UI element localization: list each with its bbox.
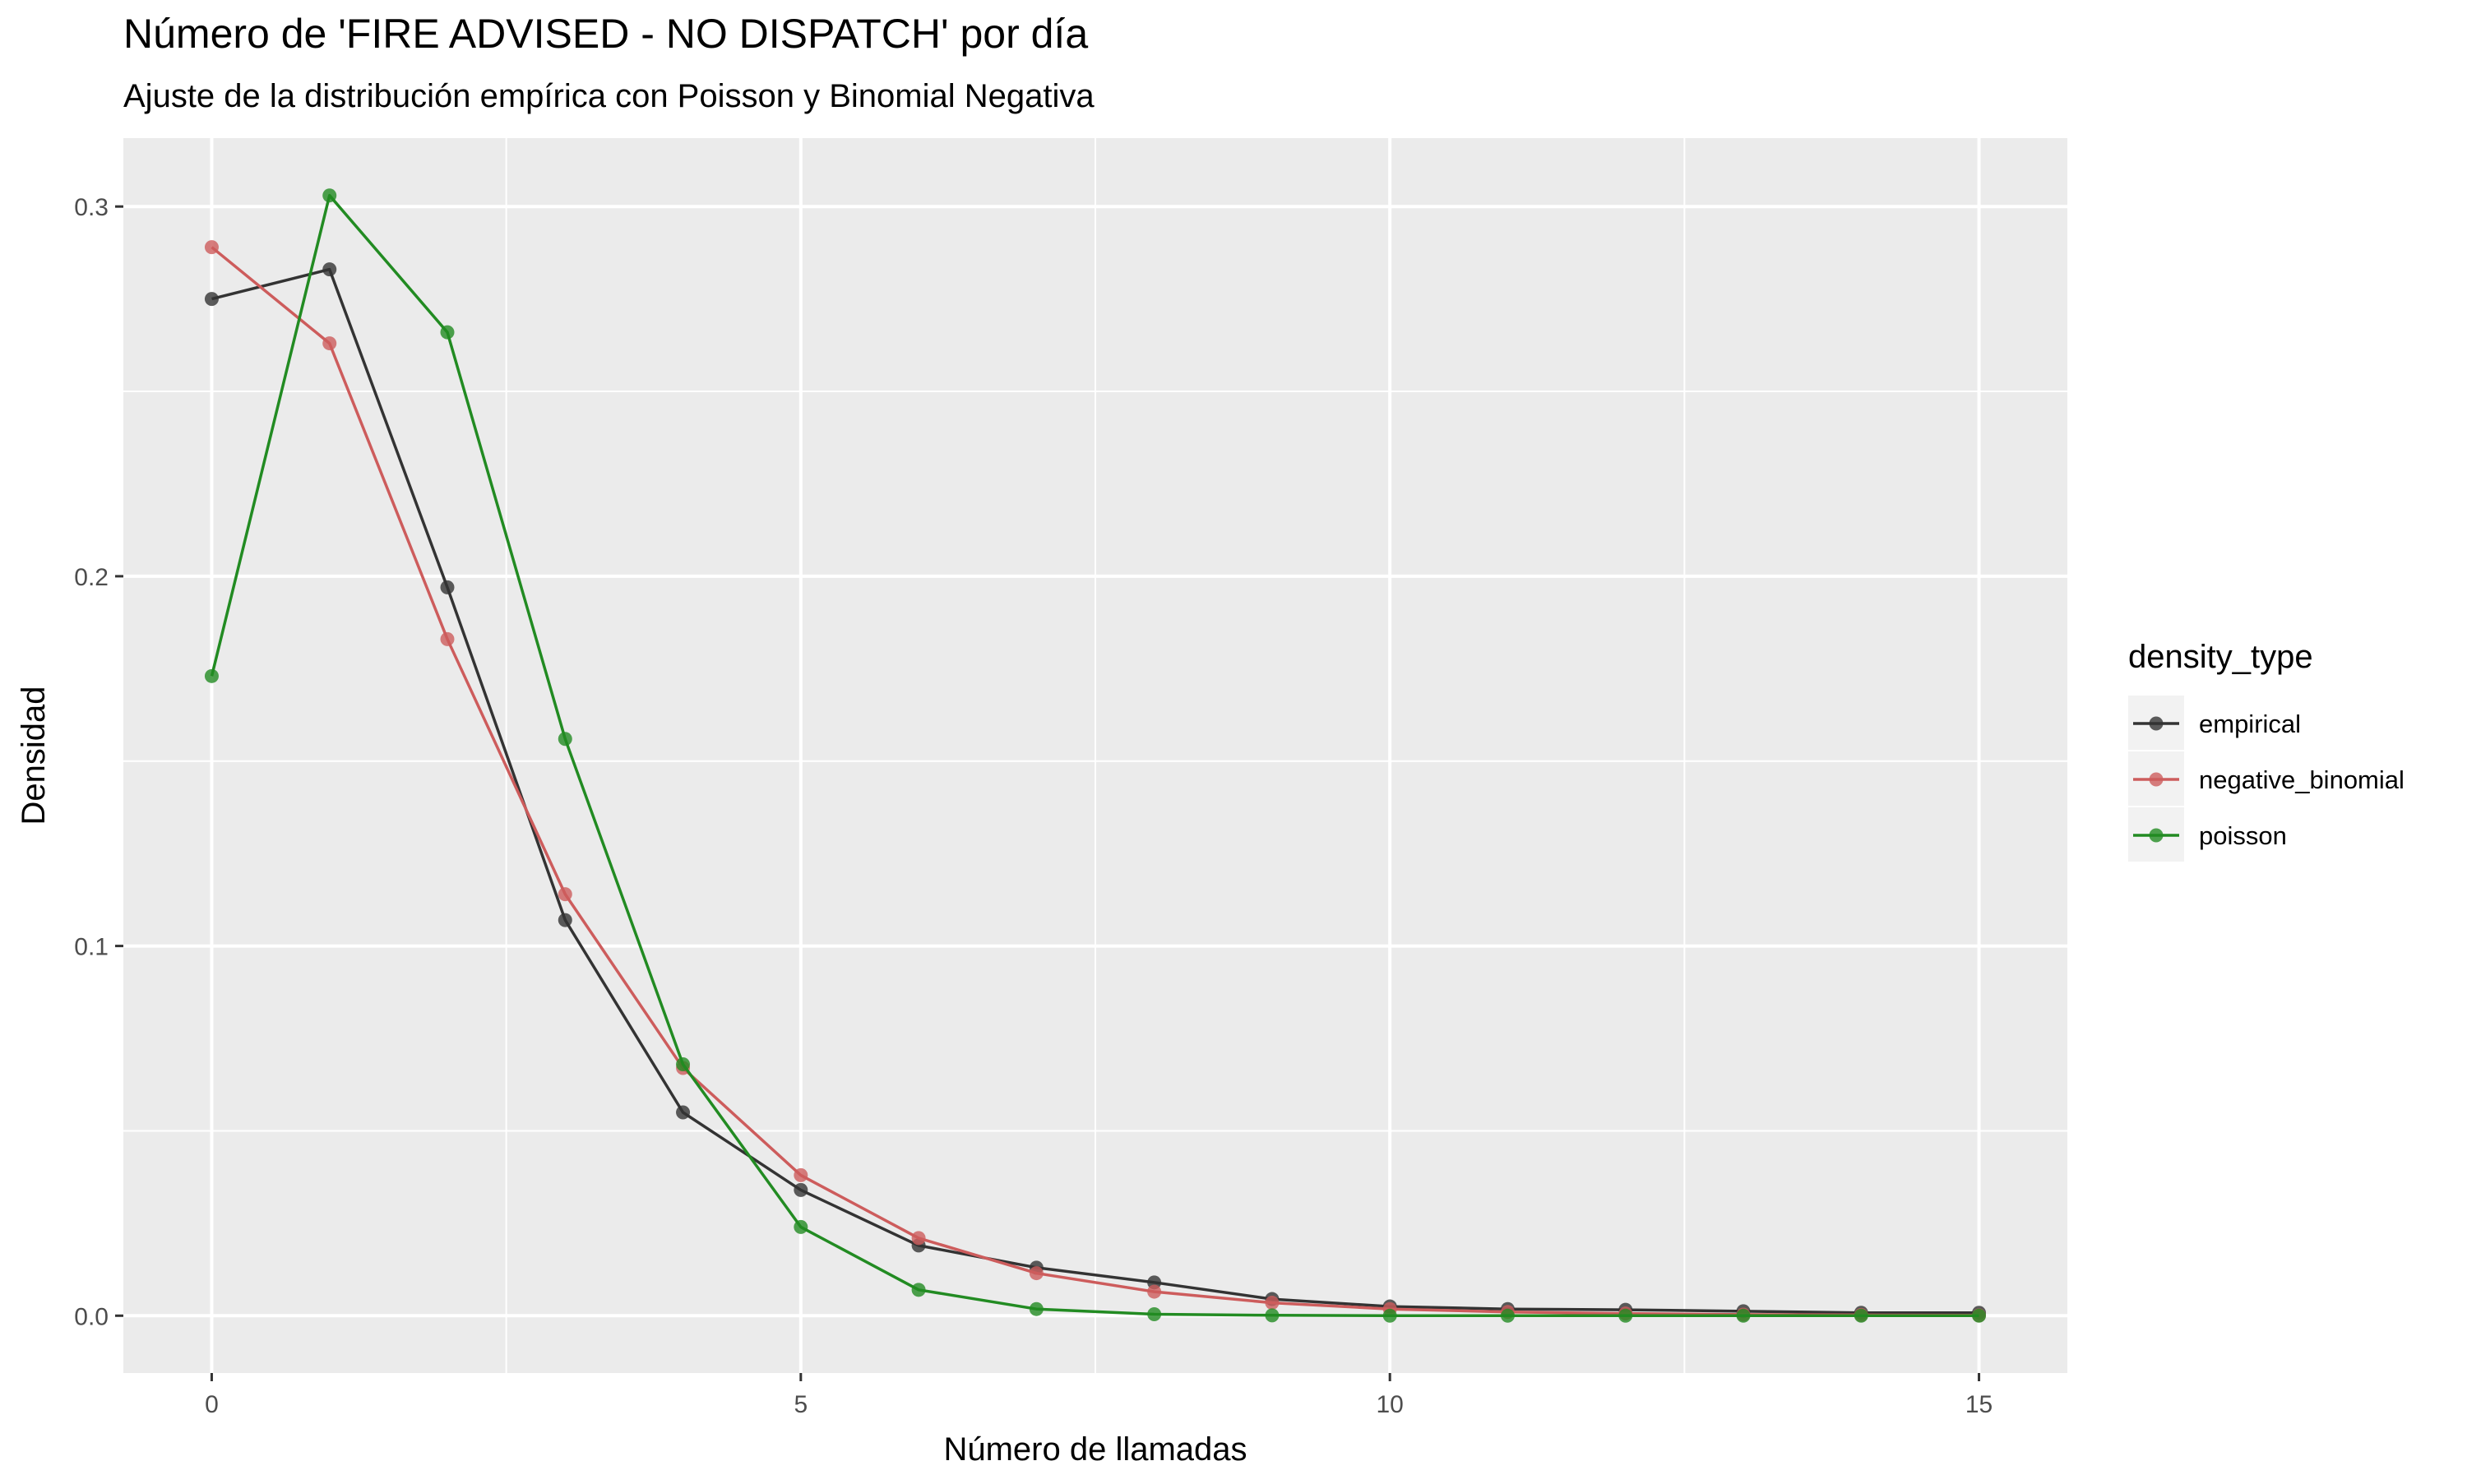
y-tick-label: 0.1	[74, 934, 109, 961]
x-tick-label: 10	[1376, 1391, 1403, 1418]
series-line	[210, 193, 1979, 1318]
legend-title: density_type	[2128, 639, 2313, 675]
data-point	[676, 1105, 691, 1120]
data-point	[1382, 1308, 1397, 1323]
legend-key-point	[2149, 828, 2164, 843]
y-axis-title: Densidad	[16, 686, 52, 825]
data-point	[322, 188, 337, 203]
data-point	[558, 732, 572, 747]
chart-title: Número de 'FIRE ADVISED - NO DISPATCH' p…	[123, 11, 1088, 57]
x-tick-label: 0	[205, 1391, 219, 1418]
legend-key-point	[2149, 716, 2164, 731]
data-point	[1029, 1266, 1044, 1281]
data-point	[1147, 1284, 1162, 1299]
data-point	[204, 292, 219, 307]
data-point	[1618, 1308, 1633, 1323]
data-point	[1736, 1308, 1751, 1323]
legend-label: empirical	[2199, 710, 2301, 738]
data-point	[1265, 1296, 1280, 1311]
y-tick-label: 0.0	[74, 1303, 109, 1330]
data-point	[794, 1182, 808, 1197]
x-tick-label: 5	[794, 1391, 808, 1418]
data-point	[911, 1231, 926, 1246]
data-point	[1500, 1308, 1515, 1323]
data-point	[1265, 1308, 1280, 1323]
data-point	[204, 668, 219, 683]
data-point	[1972, 1308, 1987, 1323]
data-point	[676, 1057, 691, 1071]
data-point	[911, 1283, 926, 1297]
legend-label: poisson	[2199, 821, 2287, 850]
series-line	[211, 246, 1979, 1317]
data-point	[440, 580, 455, 594]
data-point	[558, 887, 572, 902]
legend-item-empirical: empirical	[2128, 696, 2301, 750]
series-line	[211, 267, 1979, 1315]
legend-item-poisson: poisson	[2128, 807, 2287, 862]
series-layer	[204, 188, 1987, 1323]
legend: density_type empirical negative_binomialp…	[2128, 639, 2405, 862]
data-point	[204, 240, 219, 255]
data-point	[322, 262, 337, 277]
data-point	[440, 631, 455, 646]
data-point	[558, 913, 572, 927]
tick-layer: 0 5 10 15 0.0 0.1 0.2 0.3	[74, 194, 1993, 1418]
y-tick-label: 0.3	[74, 194, 109, 221]
data-point	[1854, 1308, 1868, 1323]
x-tick-label: 15	[1965, 1391, 1993, 1418]
data-point	[794, 1167, 808, 1182]
legend-label: negative_binomial	[2199, 765, 2405, 794]
y-tick-label: 0.2	[74, 564, 109, 591]
x-axis-title: Número de llamadas	[943, 1431, 1247, 1468]
legend-key-point	[2149, 772, 2164, 787]
legend-item-negative-binomial: negative_binomial	[2128, 751, 2405, 806]
chart-subtitle: Ajuste de la distribución empírica con P…	[123, 78, 1095, 114]
data-point	[1029, 1301, 1044, 1316]
data-point	[1147, 1306, 1162, 1321]
data-point	[794, 1219, 808, 1234]
data-point	[440, 325, 455, 340]
series-poisson	[204, 188, 1987, 1323]
data-point	[322, 336, 337, 351]
